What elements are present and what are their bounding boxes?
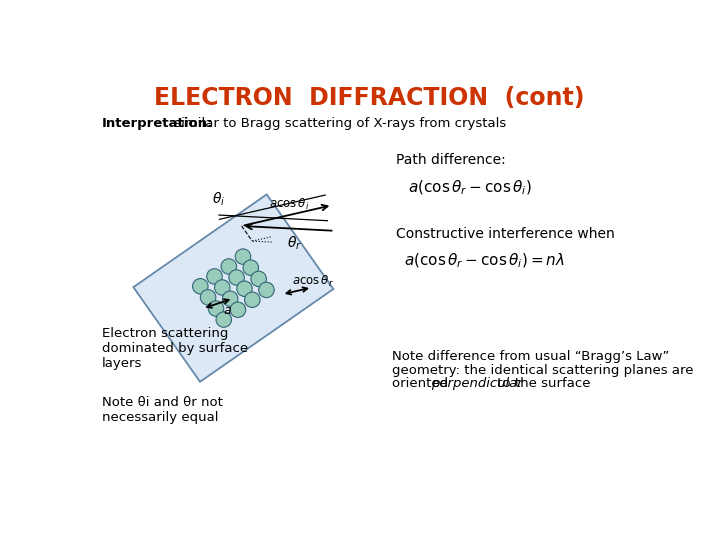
Polygon shape	[133, 194, 333, 382]
Text: geometry: the identical scattering planes are: geometry: the identical scattering plane…	[392, 363, 694, 376]
Text: $a\cos\theta_i$: $a\cos\theta_i$	[269, 197, 309, 212]
Circle shape	[215, 280, 230, 295]
Text: $a$: $a$	[223, 304, 232, 318]
Text: Note difference from usual “Bragg’s Law”: Note difference from usual “Bragg’s Law”	[392, 350, 670, 363]
Text: similar to Bragg scattering of X-rays from crystals: similar to Bragg scattering of X-rays fr…	[170, 117, 506, 130]
Text: Interpretation:: Interpretation:	[102, 117, 213, 130]
Circle shape	[251, 271, 266, 287]
Text: perpendicular: perpendicular	[431, 377, 523, 390]
Circle shape	[229, 270, 244, 285]
Text: Electron scattering
dominated by surface
layers: Electron scattering dominated by surface…	[102, 327, 248, 369]
Text: $\theta_i$: $\theta_i$	[212, 190, 225, 208]
Circle shape	[207, 269, 222, 284]
Text: $\theta_r$: $\theta_r$	[287, 234, 302, 252]
Text: Note θi and θr not
necessarily equal: Note θi and θr not necessarily equal	[102, 396, 222, 424]
Circle shape	[235, 249, 251, 264]
Circle shape	[200, 289, 216, 305]
Text: Path difference:: Path difference:	[396, 153, 506, 167]
Text: oriented: oriented	[392, 377, 453, 390]
Circle shape	[216, 312, 232, 327]
Text: to the surface: to the surface	[493, 377, 590, 390]
Text: $a\cos\theta_r$: $a\cos\theta_r$	[292, 274, 334, 288]
Circle shape	[230, 302, 246, 318]
Circle shape	[222, 291, 238, 306]
Circle shape	[192, 279, 208, 294]
Text: $a(\cos\theta_r - \cos\theta_i)$: $a(\cos\theta_r - \cos\theta_i)$	[408, 179, 531, 197]
Circle shape	[208, 301, 224, 316]
Text: $a(\cos\theta_r - \cos\theta_i) = n\lambda$: $a(\cos\theta_r - \cos\theta_i) = n\lamb…	[404, 252, 565, 271]
Circle shape	[258, 282, 274, 298]
Circle shape	[243, 260, 258, 275]
Text: Constructive interference when: Constructive interference when	[396, 226, 615, 240]
Circle shape	[245, 292, 260, 307]
Text: ELECTRON  DIFFRACTION  (cont): ELECTRON DIFFRACTION (cont)	[154, 86, 584, 110]
Circle shape	[221, 259, 237, 274]
Circle shape	[237, 281, 252, 296]
